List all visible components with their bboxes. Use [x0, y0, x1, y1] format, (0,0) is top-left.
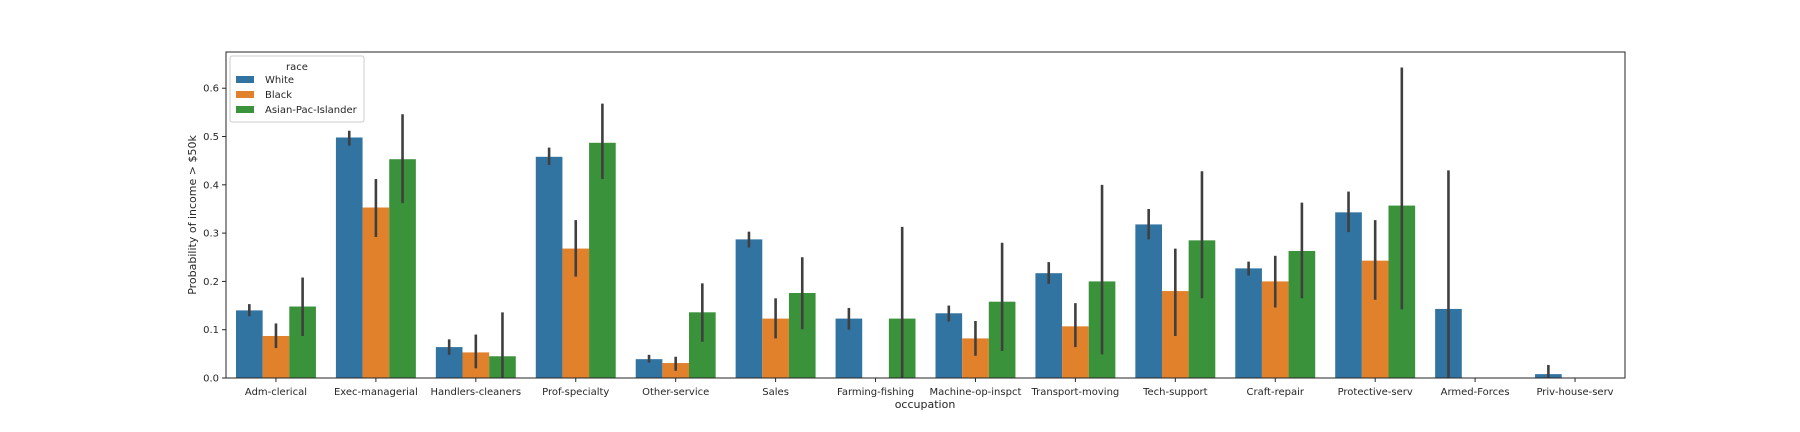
- bars-layer: [235, 137, 1562, 378]
- errorbars-layer: [248, 67, 1550, 378]
- bar: [635, 359, 663, 378]
- bar: [589, 142, 616, 378]
- y-tick-label: 0.5: [203, 132, 219, 143]
- legend-box: [229, 55, 365, 123]
- x-axis: Adm-clerical Exec-managerial Handlers-clea…: [245, 378, 1614, 398]
- y-tick-label: 0.2: [203, 277, 219, 288]
- x-axis-label: occupation: [895, 398, 956, 411]
- bar: [935, 313, 963, 378]
- x-tick-label: Tech-support: [1142, 387, 1207, 398]
- x-tick-label: Armed-Forces: [1441, 387, 1510, 398]
- legend-label: Black: [265, 90, 292, 101]
- y-tick-label: 0.3: [203, 229, 219, 240]
- legend-swatch: [236, 106, 254, 113]
- legend-label: White: [265, 75, 294, 86]
- y-tick-label: 0.0: [203, 374, 219, 385]
- x-tick-label: Exec-managerial: [334, 387, 418, 398]
- y-tick-label: 0.6: [203, 84, 219, 95]
- bar: [335, 137, 363, 378]
- x-tick-label: Sales: [762, 387, 789, 398]
- y-tick-label: 0.1: [203, 325, 219, 336]
- y-tick-label: 0.4: [203, 180, 219, 191]
- legend: race White Black Asian-Pac-Islander: [229, 55, 365, 123]
- x-tick-label: Adm-clerical: [245, 387, 307, 398]
- bar: [1135, 224, 1162, 378]
- legend-title: race: [286, 62, 308, 73]
- y-axis-label: Probability of income > $50k: [186, 135, 199, 295]
- x-tick-label: Protective-serv: [1338, 387, 1413, 398]
- plot-frame: [225, 51, 1626, 379]
- bar: [1035, 273, 1063, 378]
- bar: [235, 310, 263, 378]
- bar: [535, 156, 563, 378]
- y-axis: 0.0 0.1 0.2 0.3 0.4 0.5 0.6: [203, 84, 226, 385]
- bar: [1235, 268, 1262, 378]
- x-tick-label: Farming-fishing: [837, 387, 914, 398]
- x-tick-label: Machine-op-inspct: [930, 387, 1022, 398]
- bar: [735, 239, 763, 378]
- bar: [1335, 212, 1362, 378]
- x-tick-label: Prof-specialty: [542, 387, 609, 398]
- legend-label: Asian-Pac-Islander: [265, 105, 358, 116]
- x-tick-label: Transport-moving: [1031, 387, 1120, 398]
- x-tick-label: Priv-house-serv: [1536, 387, 1613, 398]
- legend-swatch: [236, 76, 254, 83]
- x-tick-label: Handlers-cleaners: [431, 387, 522, 398]
- legend-swatch: [236, 91, 254, 98]
- x-tick-label: Other-service: [642, 387, 709, 398]
- x-tick-label: Craft-repair: [1246, 387, 1304, 398]
